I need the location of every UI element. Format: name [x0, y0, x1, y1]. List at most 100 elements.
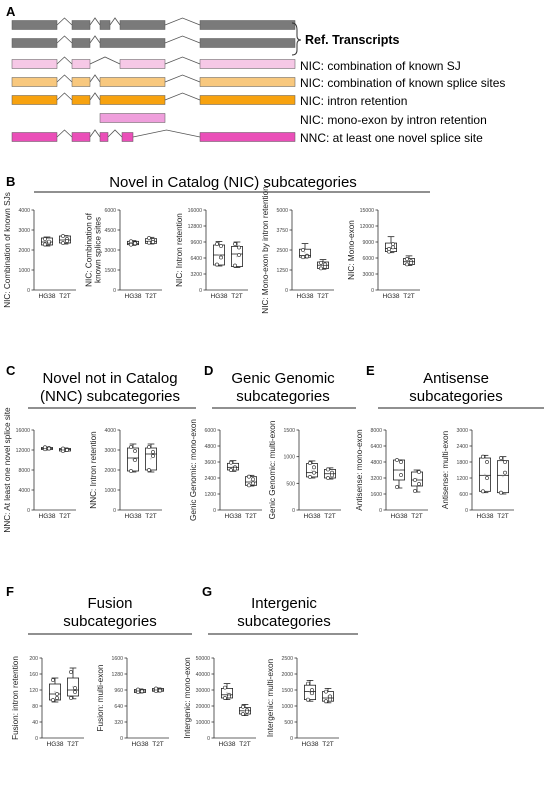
- x-tick-label: HG38: [391, 513, 408, 520]
- data-point: [328, 697, 332, 702]
- y-tick-label: 2000: [281, 672, 293, 678]
- data-point: [237, 245, 241, 250]
- data-point: [55, 692, 59, 696]
- box-hg38: [49, 683, 61, 701]
- y-axis-label: Genic Genomic: multi-exon: [268, 420, 277, 519]
- x-tick-label: T2T: [59, 293, 71, 300]
- y-tick-label: 500: [286, 481, 295, 487]
- y-axis-label: NIC: Combination of known SJs: [3, 192, 12, 308]
- y-tick-label: 0: [120, 736, 123, 742]
- x-tick-label: T2T: [317, 293, 329, 300]
- data-point: [129, 445, 133, 449]
- x-tick-label: HG38: [211, 293, 228, 300]
- mean-marker: +: [236, 254, 239, 259]
- data-point: [133, 241, 137, 246]
- data-point: [65, 239, 69, 243]
- transcript-diagram: [11, 17, 302, 142]
- data-point: [417, 482, 421, 486]
- data-point: [312, 465, 316, 470]
- box-hg38: [221, 688, 233, 699]
- data-point: [301, 255, 305, 260]
- nic-combination-sj-transcript-intron: [164, 56, 201, 65]
- y-axis-label: NNC: Intron retention: [89, 431, 98, 509]
- nic-combination-known-splice-sites-label: NIC: combination of known splice sites: [300, 76, 505, 90]
- mean-marker: +: [150, 457, 153, 462]
- x-tick-label: HG38: [132, 741, 149, 748]
- y-tick-label: 2400: [204, 476, 216, 482]
- y-tick-label: 20000: [196, 704, 211, 710]
- y-tick-label: 1200: [204, 492, 216, 498]
- data-point: [223, 696, 227, 700]
- boxplot-d2: 0 500 1000 1500 Genic Genomic: multi-exon + HG…: [268, 420, 341, 520]
- nnc-transcript-exon: [99, 132, 109, 142]
- y-tick-label: 9000: [362, 240, 374, 246]
- panel-e-letter: E: [366, 363, 375, 378]
- nnc-transcript-intron: [107, 129, 123, 138]
- ref-transcript-1-exon: [119, 20, 166, 30]
- x-tick-label: T2T: [403, 293, 415, 300]
- y-tick-label: 500: [284, 720, 293, 726]
- data-point: [219, 244, 223, 248]
- x-tick-label: HG38: [302, 741, 319, 748]
- box-t2t: [231, 246, 243, 267]
- data-point: [301, 248, 305, 252]
- boxplot-b1: 0 1000 2000 3000 4000 NIC: Combination of kno…: [3, 192, 76, 308]
- data-point: [330, 473, 334, 478]
- nic-splice-sites-transcript-intron: [164, 74, 201, 83]
- y-tick-label: 4500: [104, 228, 116, 234]
- y-tick-label: 0: [199, 288, 202, 294]
- data-point: [147, 468, 151, 472]
- data-point: [73, 686, 77, 690]
- mean-marker: +: [226, 691, 229, 696]
- panel-c-title-line2: (NNC) subcategories: [40, 388, 180, 405]
- box-hg38: [227, 462, 239, 471]
- panel-d-title-line2: subcategories: [236, 388, 329, 405]
- nic-splice-sites-transcript-exon: [11, 77, 58, 87]
- data-point: [151, 454, 155, 458]
- y-axis-label: NNC: At least one novel splice site: [3, 407, 12, 533]
- data-point: [251, 477, 255, 482]
- data-point: [233, 263, 237, 268]
- y-tick-label: 4800: [370, 460, 382, 466]
- data-point: [229, 468, 233, 472]
- data-point: [481, 489, 485, 494]
- y-tick-label: 0: [285, 288, 288, 294]
- y-tick-label: 1600: [111, 656, 123, 662]
- box-hg38: [127, 447, 139, 472]
- panel-c-title-line1: Novel not in Catalog: [42, 370, 177, 387]
- y-tick-label: 1600: [370, 492, 382, 498]
- ref-transcript-2-intron: [89, 35, 101, 44]
- y-tick-label: 8000: [18, 468, 30, 474]
- x-tick-label: T2T: [231, 293, 243, 300]
- ref-transcript-1-intron: [109, 17, 121, 26]
- ref-bracket: [291, 22, 302, 56]
- y-tick-label: 50000: [196, 656, 211, 662]
- boxplot-c2: 0 1000 2000 3000 4000 NNC: Intron retention + H…: [89, 428, 162, 520]
- boxplot-d1: 0 1200 2400 3600 4800 6000 Genic Genomic: mono…: [189, 419, 262, 521]
- box-hg38: [385, 242, 397, 252]
- nic-intron-retention-transcript-intron: [89, 92, 101, 101]
- data-point: [247, 474, 251, 479]
- ref-transcript-2-intron: [56, 35, 73, 44]
- y-tick-label: 6000: [104, 208, 116, 214]
- panel-e-title-line2: subcategories: [409, 388, 502, 405]
- nic-mono-exon-label: NIC: mono-exon by intron retention: [300, 113, 487, 127]
- x-tick-label: HG38: [477, 513, 494, 520]
- nic-combination-sj-transcript-exon: [199, 59, 296, 69]
- boxplot-b3: 0 3200 6400 9600 12800 16000 NIC: Intron reten…: [175, 208, 248, 300]
- x-tick-label: T2T: [497, 513, 509, 520]
- y-tick-label: 3200: [370, 476, 382, 482]
- y-tick-label: 0: [113, 508, 116, 514]
- data-point: [227, 694, 231, 699]
- mean-marker: +: [398, 468, 401, 473]
- y-tick-label: 12800: [188, 224, 203, 230]
- data-point: [219, 255, 223, 260]
- data-point: [251, 481, 255, 486]
- y-tick-label: 80: [32, 704, 38, 710]
- mean-marker: +: [322, 263, 325, 268]
- data-point: [129, 469, 133, 473]
- data-point: [485, 460, 489, 464]
- mean-marker: +: [150, 239, 153, 244]
- ref-transcript-1-intron: [56, 17, 73, 26]
- mean-marker: +: [304, 251, 307, 256]
